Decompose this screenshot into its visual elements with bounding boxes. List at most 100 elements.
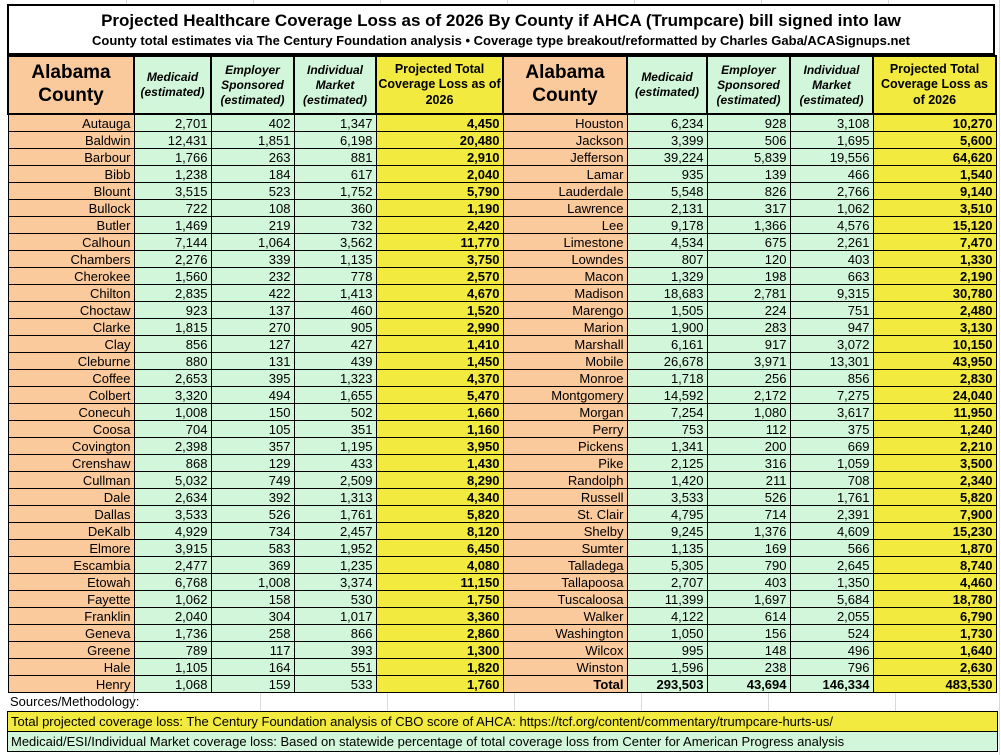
county-cell: Choctaw — [7, 301, 135, 319]
table-row: Bullock 722 108 360 1,190 Lawrence 2,131 317 1,0… — [7, 199, 997, 217]
table-row: Escambia 2,477 369 1,235 4,080 Talladega 5,305… — [7, 556, 997, 574]
total-cell: 1,160 — [375, 420, 504, 438]
county-cell: Cherokee — [7, 267, 135, 285]
county-cell: Dallas — [7, 505, 135, 523]
total-cell: 1,330 — [872, 250, 997, 268]
total-cell: 9,140 — [872, 182, 997, 200]
medicaid-cell: 7,144 — [133, 233, 212, 251]
employer-cell: 1,080 — [706, 403, 791, 421]
table-row: Conecuh 1,008 150 502 1,660 Morgan 7,254 1,080 3… — [7, 403, 997, 421]
medicaid-cell: 1,596 — [626, 658, 708, 676]
total-cell: 5,600 — [872, 131, 997, 149]
medicaid-cell: 1,341 — [626, 437, 708, 455]
total-cell: 43,950 — [872, 352, 997, 370]
medicaid-cell: 923 — [133, 301, 212, 319]
individual-cell: 2,457 — [293, 522, 377, 540]
county-cell: Marshall — [502, 335, 628, 353]
individual-cell: 905 — [293, 318, 377, 336]
employer-cell: 369 — [210, 556, 295, 574]
county-cell: Wilcox — [502, 641, 628, 659]
individual-cell: 360 — [293, 199, 377, 217]
table-row: Butler 1,469 219 732 2,420 Lee 9,178 1,366 4,576… — [7, 216, 997, 234]
column-header-individual-right: Individual Market (estimated) — [789, 55, 874, 115]
county-cell: Escambia — [7, 556, 135, 574]
total-cell: 11,150 — [375, 573, 504, 591]
total-cell: 4,670 — [375, 284, 504, 302]
total-cell: 2,830 — [872, 369, 997, 387]
county-cell: Talladega — [502, 556, 628, 574]
county-cell: Chambers — [7, 250, 135, 268]
total-cell: 6,450 — [375, 539, 504, 557]
county-cell: Colbert — [7, 386, 135, 404]
medicaid-cell: 2,835 — [133, 284, 212, 302]
individual-cell: 427 — [293, 335, 377, 353]
individual-cell: 351 — [293, 420, 377, 438]
employer-cell: 129 — [210, 454, 295, 472]
county-cell: Barbour — [7, 148, 135, 166]
medicaid-cell: 2,634 — [133, 488, 212, 506]
individual-cell: 551 — [293, 658, 377, 676]
individual-cell: 1,413 — [293, 284, 377, 302]
county-cell: Tuscaloosa — [502, 590, 628, 608]
medicaid-cell: 5,305 — [626, 556, 708, 574]
county-cell: Mobile — [502, 352, 628, 370]
employer-cell: 494 — [210, 386, 295, 404]
medicaid-cell: 1,329 — [626, 267, 708, 285]
total-cell: 3,500 — [872, 454, 997, 472]
medicaid-cell: 2,653 — [133, 369, 212, 387]
medicaid-cell: 1,900 — [626, 318, 708, 336]
total-cell: 3,750 — [375, 250, 504, 268]
employer-cell: 211 — [706, 471, 791, 489]
table-row: Dale 2,634 392 1,313 4,340 Russell 3,533 526 1,7… — [7, 488, 997, 506]
individual-cell: 1,952 — [293, 539, 377, 557]
individual-cell: 796 — [789, 658, 874, 676]
individual-cell: 1,350 — [789, 573, 874, 591]
employer-cell: 675 — [706, 233, 791, 251]
employer-cell: 200 — [706, 437, 791, 455]
county-cell: Greene — [7, 641, 135, 659]
individual-cell: 4,609 — [789, 522, 874, 540]
medicaid-cell: 18,683 — [626, 284, 708, 302]
individual-cell: 2,766 — [789, 182, 874, 200]
county-cell: Bibb — [7, 165, 135, 183]
total-cell: 4,450 — [375, 113, 504, 132]
sources-label-row: Sources/Methodology: — [7, 693, 996, 711]
individual-cell: 433 — [293, 454, 377, 472]
column-header-employer-left: Employer Sponsored (estimated) — [210, 55, 295, 115]
county-cell: Dale — [7, 488, 135, 506]
total-cell: 3,950 — [375, 437, 504, 455]
individual-cell: 663 — [789, 267, 874, 285]
total-cell: 10,270 — [872, 113, 997, 132]
county-cell: Jackson — [502, 131, 628, 149]
medicaid-cell: 2,707 — [626, 573, 708, 591]
employer-cell: 139 — [706, 165, 791, 183]
total-cell: 5,470 — [375, 386, 504, 404]
individual-cell: 2,055 — [789, 607, 874, 625]
individual-cell: 617 — [293, 165, 377, 183]
county-cell: Cullman — [7, 471, 135, 489]
individual-cell: 1,347 — [293, 113, 377, 132]
employer-cell: 1,008 — [210, 573, 295, 591]
county-cell: Lauderdale — [502, 182, 628, 200]
individual-cell: 9,315 — [789, 284, 874, 302]
employer-cell: 339 — [210, 250, 295, 268]
total-cell: 1,660 — [375, 403, 504, 421]
medicaid-cell: 1,560 — [133, 267, 212, 285]
employer-cell: 256 — [706, 369, 791, 387]
total-cell: 30,780 — [872, 284, 997, 302]
total-cell: 8,290 — [375, 471, 504, 489]
employer-cell: 826 — [706, 182, 791, 200]
total-cell: 64,620 — [872, 148, 997, 166]
total-cell: 483,530 — [872, 675, 997, 693]
medicaid-cell: 1,068 — [133, 675, 212, 693]
medicaid-cell: 1,766 — [133, 148, 212, 166]
medicaid-cell: 1,420 — [626, 471, 708, 489]
total-cell: 7,470 — [872, 233, 997, 251]
employer-cell: 2,172 — [706, 386, 791, 404]
column-header-medicaid-left: Medicaid (estimated) — [133, 55, 212, 115]
county-cell: Lawrence — [502, 199, 628, 217]
employer-cell: 2,781 — [706, 284, 791, 302]
county-cell: Blount — [7, 182, 135, 200]
medicaid-cell: 722 — [133, 199, 212, 217]
county-cell: Shelby — [502, 522, 628, 540]
